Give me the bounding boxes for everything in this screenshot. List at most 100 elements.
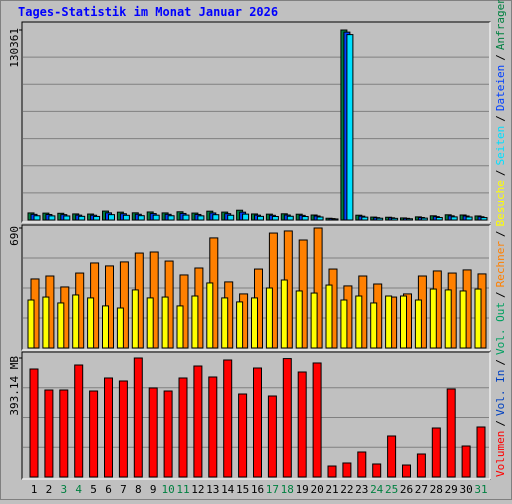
bar (176, 305, 184, 349)
bar (420, 217, 428, 221)
bar (236, 301, 244, 349)
bar (108, 214, 115, 221)
bar (206, 282, 214, 349)
bar (221, 297, 229, 349)
bar (376, 217, 384, 221)
bar (476, 426, 486, 478)
bar (191, 295, 199, 349)
legend-entry: Seiten (494, 126, 507, 166)
bar (89, 390, 99, 478)
x-tick-label: 14 (221, 483, 235, 496)
chart-title: Tages-Statistik im Monat Januar 2026 (18, 5, 278, 19)
legend-separator: / (494, 420, 507, 427)
bar (182, 214, 190, 221)
bar (480, 217, 488, 221)
bar (301, 216, 309, 221)
x-tick-label: 30 (459, 483, 472, 496)
x-tick-label: 29 (445, 483, 458, 496)
bar (450, 216, 458, 221)
x-tick-label: 2 (46, 483, 53, 496)
bar (444, 289, 452, 349)
x-tick-label: 20 (310, 483, 323, 496)
bar (93, 215, 101, 221)
bar (167, 215, 175, 221)
bar (104, 377, 113, 478)
bar (27, 299, 35, 349)
x-tick-label: 11 (176, 483, 189, 496)
bar (178, 377, 188, 478)
x-tick-label: 19 (296, 483, 309, 496)
x-tick-label: 12 (191, 483, 204, 496)
bar (208, 376, 218, 478)
x-tick-label: 22 (340, 483, 353, 496)
bar (29, 368, 39, 478)
bar (313, 227, 323, 349)
bar (122, 214, 130, 221)
bar (459, 290, 467, 349)
bar (152, 214, 160, 221)
bar (346, 34, 354, 221)
x-tick-label: 1 (31, 483, 38, 496)
legend-separator: / (494, 115, 507, 122)
bar (402, 464, 411, 478)
bar (435, 216, 443, 221)
x-tick-label: 16 (251, 483, 264, 496)
bar (59, 389, 69, 478)
bar (102, 305, 109, 349)
bar (370, 302, 378, 349)
y-tick-label: 690 (8, 226, 21, 246)
bar (242, 213, 250, 221)
bar (297, 371, 307, 478)
legend: Volumen / Vol. In / Vol. Out / Rechner / Besuche… (494, 0, 507, 477)
legend-entry: Besuche (494, 180, 507, 226)
bar (74, 364, 84, 478)
bar (325, 284, 333, 349)
bar (253, 367, 262, 478)
x-tick-label: 18 (281, 483, 294, 496)
legend-separator: / (494, 54, 507, 61)
bar (78, 215, 86, 221)
bar (42, 296, 50, 349)
legend-separator: / (494, 169, 507, 176)
bar (295, 290, 303, 349)
x-tick-label: 24 (370, 483, 384, 496)
y-tick-label: 393.14 MB (8, 356, 21, 416)
x-tick-label: 26 (400, 483, 413, 496)
x-tick-label: 15 (236, 483, 249, 496)
bar (119, 261, 129, 349)
bar (161, 296, 169, 349)
bar (223, 359, 233, 478)
x-tick-label: 4 (75, 483, 82, 496)
bar (474, 288, 482, 349)
bar (257, 215, 264, 221)
bar (357, 451, 367, 478)
bar (146, 297, 154, 349)
bar (327, 465, 337, 478)
bar (361, 216, 369, 221)
bar (416, 453, 426, 478)
bar (197, 215, 205, 221)
bar (446, 388, 456, 478)
bar (131, 289, 139, 349)
bar (227, 214, 235, 221)
x-tick-label: 17 (266, 483, 279, 496)
bar (87, 297, 95, 349)
bar (116, 307, 124, 349)
bar (286, 215, 294, 221)
x-tick-label: 31 (474, 483, 487, 496)
bar (342, 462, 352, 478)
bar (193, 365, 203, 478)
x-tick-label: 10 (161, 483, 174, 496)
bar (137, 215, 145, 221)
x-tick-label: 8 (135, 483, 142, 496)
x-tick-label: 28 (430, 483, 443, 496)
bar (265, 287, 273, 349)
panel (21, 21, 491, 223)
bar (406, 218, 413, 221)
bar (387, 435, 397, 478)
x-tick-label: 21 (325, 483, 338, 496)
bar (431, 427, 441, 478)
bar (340, 299, 348, 349)
legend-entry: Anfragen (494, 0, 507, 50)
